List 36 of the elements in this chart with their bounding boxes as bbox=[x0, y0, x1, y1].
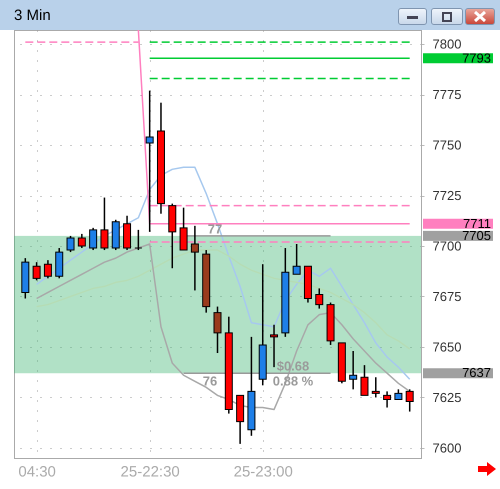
y-tick-label: 7600 bbox=[432, 440, 462, 456]
candlestick bbox=[134, 229, 142, 251]
x-tick-label: 25-22:30 bbox=[120, 464, 180, 480]
candlestick bbox=[100, 196, 108, 251]
annotation: $0.68 bbox=[276, 358, 310, 374]
candlestick bbox=[32, 261, 41, 282]
y-tick-label: 7775 bbox=[432, 87, 462, 102]
candlestick bbox=[44, 259, 52, 280]
y-tick-label: 7625 bbox=[432, 390, 462, 405]
ref-line-label: 7637 bbox=[462, 365, 491, 380]
candlestick bbox=[372, 376, 380, 398]
y-tick-label: 7725 bbox=[432, 188, 462, 204]
y-tick-label: 7700 bbox=[432, 238, 462, 254]
y-tick-label: 7750 bbox=[432, 138, 462, 153]
candlestick bbox=[78, 233, 86, 249]
y-tick-label: 7675 bbox=[432, 288, 462, 304]
candlestick bbox=[270, 324, 278, 368]
ref-line-label: 7793 bbox=[462, 50, 491, 66]
y-tick-label: 7650 bbox=[432, 339, 462, 354]
candlestick bbox=[349, 350, 358, 390]
candlestick bbox=[406, 388, 414, 412]
y-tick-label: 7800 bbox=[432, 36, 462, 52]
candlestick bbox=[383, 390, 392, 408]
candlestick bbox=[394, 388, 402, 400]
candlestick bbox=[214, 306, 222, 354]
x-tick-label: 04:30 bbox=[18, 464, 56, 480]
candlestick bbox=[66, 235, 75, 253]
candlestick bbox=[89, 227, 98, 251]
annotation: 76 bbox=[202, 374, 218, 388]
candlestick bbox=[360, 364, 368, 396]
candlestick bbox=[292, 243, 301, 276]
chart-title: 3 Min bbox=[14, 7, 51, 24]
candlestick bbox=[180, 206, 188, 251]
candlestick bbox=[190, 225, 199, 292]
candlestick bbox=[315, 288, 324, 310]
x-tick-label: 25-23:00 bbox=[234, 464, 293, 480]
